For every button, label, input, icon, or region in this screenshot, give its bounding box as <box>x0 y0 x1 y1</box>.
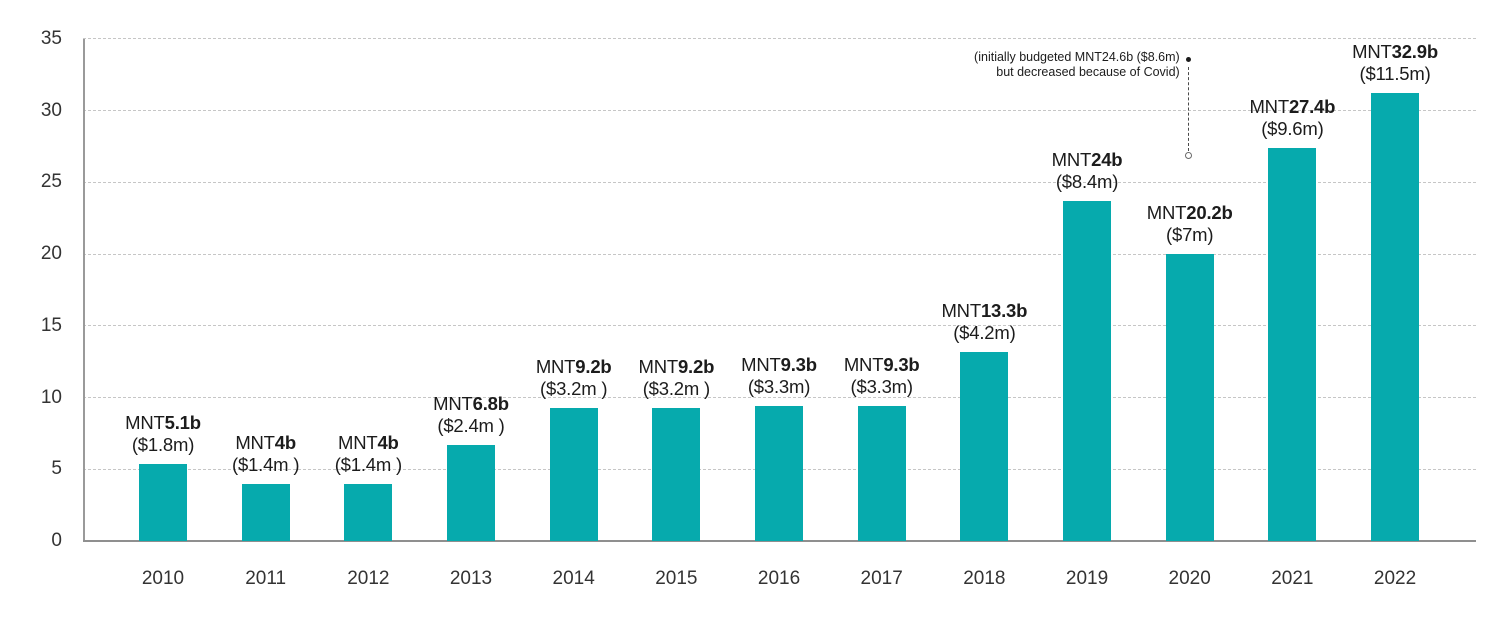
bar-label-usd-2014: ($3.2m ) <box>540 377 608 399</box>
covid-annotation: (initially budgeted MNT24.6b ($8.6m) but… <box>974 50 1180 80</box>
bar-label-usd-2019: ($8.4m) <box>1055 170 1119 192</box>
x-tick-label-2012: 2012 <box>347 568 390 589</box>
bar-label-mnt-2012: MNT4b <box>337 431 399 453</box>
y-tick-label-10: 10 <box>40 386 62 408</box>
bar-2017 <box>857 406 906 541</box>
bar-label-mnt-2017: MNT9.3b <box>843 354 920 376</box>
bar-2011 <box>241 483 290 541</box>
gridline-30 <box>83 110 1476 111</box>
x-tick-label-2010: 2010 <box>141 568 185 589</box>
bar-2019 <box>1063 200 1112 541</box>
x-tick-label-2015: 2015 <box>655 568 698 589</box>
y-tick-label-0: 0 <box>51 530 62 551</box>
gridline-35 <box>83 38 1476 40</box>
annotation-line-2: but decreased because of Covid) <box>996 65 1180 79</box>
bar-label-mnt-2013: MNT6.8b <box>433 392 509 414</box>
x-tick-label-2019: 2019 <box>1065 568 1109 589</box>
bar-value-label-2018: MNT13.3b ($4.2m) <box>894 300 1074 344</box>
annotation-line-1: (initially budgeted MNT24.6b ($8.6m) <box>974 50 1180 64</box>
y-tick-label-15: 15 <box>40 314 62 336</box>
bar-2013 <box>447 444 495 541</box>
annotation-dot-icon <box>1186 57 1192 62</box>
bar-label-mnt-2022: MNT32.9b <box>1352 41 1438 63</box>
bar-value-label-2022: MNT32.9b ($11.5m) <box>1305 41 1485 85</box>
bar-value-label-2016: MNT9.3b ($3.3m) <box>689 354 869 398</box>
y-tick-label-35: 35 <box>40 27 62 49</box>
gridline-10 <box>83 397 1476 398</box>
bar-label-usd-2013: ($2.4m ) <box>437 414 505 436</box>
y-tick-label-25: 25 <box>40 171 62 193</box>
bar-value-label-2019: MNT24b ($8.4m) <box>997 149 1177 193</box>
bar-label-mnt-2016: MNT9.3b <box>741 354 817 376</box>
bar-value-label-2015: MNT9.2b ($3.2m ) <box>586 356 766 400</box>
bar-value-label-2020: MNT20.2b ($7m) <box>1100 202 1280 246</box>
bar-label-mnt-2021: MNT27.4b <box>1249 95 1336 117</box>
bar-2020 <box>1165 254 1214 541</box>
bar-label-usd-2011: ($1.4m ) <box>232 453 300 475</box>
bar-2016 <box>755 406 804 541</box>
bar-2015 <box>652 407 701 541</box>
y-tick-label-5: 5 <box>51 458 62 480</box>
bar-label-mnt-2010: MNT5.1b <box>125 411 201 433</box>
bar-label-usd-2015: ($3.2m ) <box>642 377 710 399</box>
bar-label-usd-2016: ($3.3m) <box>747 376 811 398</box>
bar-label-mnt-2018: MNT13.3b <box>941 299 1028 321</box>
x-tick-label-2016: 2016 <box>757 568 801 589</box>
bar-label-mnt-2015: MNT9.2b <box>638 355 715 377</box>
bar-label-mnt-2019: MNT24b <box>1051 148 1123 170</box>
bar-label-usd-2010: ($1.8m) <box>131 433 195 455</box>
bar-value-label-2014: MNT9.2b ($3.2m ) <box>484 356 664 400</box>
x-tick-label-2021: 2021 <box>1271 568 1314 589</box>
x-tick-label-2020: 2020 <box>1168 568 1211 589</box>
bar-label-mnt-2011: MNT4b <box>235 431 296 453</box>
gridline-25 <box>83 181 1476 183</box>
y-tick-label-20: 20 <box>40 243 62 264</box>
bar-value-label-2021: MNT27.4b ($9.6m) <box>1202 96 1382 140</box>
x-tick-label-2017: 2017 <box>860 568 903 589</box>
annotation-connector-line <box>1187 67 1189 151</box>
bar-label-usd-2018: ($4.2m) <box>953 321 1016 343</box>
bar-value-label-2012: MNT4b ($1.4m ) <box>278 432 458 476</box>
x-tick-label-2011: 2011 <box>245 568 287 589</box>
bar-label-usd-2017: ($3.3m) <box>850 376 914 398</box>
gridline-15 <box>83 325 1476 327</box>
bar-2012 <box>344 483 393 541</box>
gridline-20 <box>83 253 1476 255</box>
bar-label-usd-2022: ($11.5m) <box>1359 63 1431 85</box>
x-tick-label-2013: 2013 <box>449 568 493 589</box>
bar-2010 <box>139 463 187 541</box>
bar-label-usd-2020: ($7m) <box>1166 224 1214 245</box>
bar-2018 <box>960 351 1009 541</box>
bar-value-label-2010: MNT5.1b ($1.8m) <box>73 412 253 456</box>
bar-2022 <box>1371 93 1420 541</box>
bar-label-mnt-2020: MNT20.2b <box>1146 202 1233 223</box>
bar-2014 <box>549 407 598 541</box>
x-tick-label-2022: 2022 <box>1373 568 1417 589</box>
bar-2021 <box>1268 147 1317 541</box>
x-axis-line <box>83 540 1476 542</box>
x-tick-label-2018: 2018 <box>963 568 1006 589</box>
bar-label-usd-2021: ($9.6m) <box>1261 117 1324 139</box>
y-tick-label-30: 30 <box>40 99 62 121</box>
annotation-endpoint-circle-icon <box>1185 152 1193 159</box>
x-tick-label-2014: 2014 <box>552 568 595 589</box>
bar-value-label-2013: MNT6.8b ($2.4m ) <box>381 393 561 437</box>
y-axis-line <box>83 38 85 541</box>
bar-value-label-2017: MNT9.3b ($3.3m) <box>792 354 972 398</box>
bar-label-usd-2012: ($1.4m ) <box>334 453 402 475</box>
bar-label-mnt-2014: MNT9.2b <box>535 355 612 377</box>
bar-value-label-2011: MNT4b ($1.4m ) <box>176 432 356 476</box>
